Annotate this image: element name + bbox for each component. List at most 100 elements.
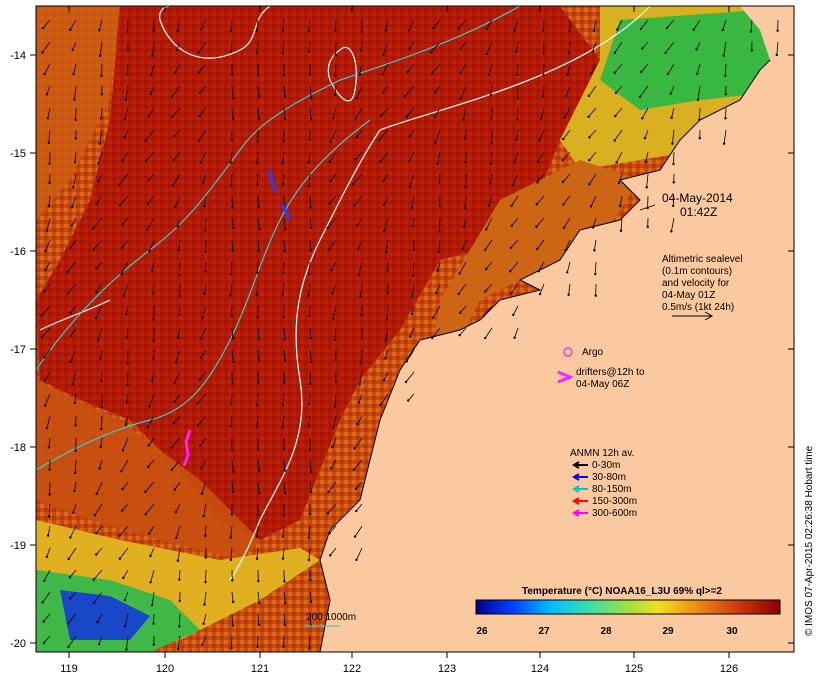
velocity-arrow-head <box>202 181 205 185</box>
velocity-arrow-head <box>670 230 673 233</box>
velocity-arrow <box>282 547 285 559</box>
velocity-arrow-head <box>173 71 177 75</box>
velocity-arrow-head <box>408 159 411 163</box>
velocity-arrow-head <box>381 73 384 76</box>
velocity-arrow-head <box>196 402 199 405</box>
velocity-arrow <box>511 195 519 206</box>
land-top-right-corner <box>740 6 794 60</box>
velocity-arrow-head <box>178 599 181 603</box>
velocity-arrow-head <box>334 53 337 57</box>
velocity-arrow <box>485 217 493 230</box>
velocity-arrow <box>360 41 363 51</box>
velocity-arrow <box>327 503 337 514</box>
velocity-arrow-head <box>176 647 180 651</box>
velocity-arrow <box>459 305 467 314</box>
velocity-arrow-head <box>536 181 539 184</box>
velocity-arrow <box>124 107 129 120</box>
velocity-arrow-head <box>508 270 512 273</box>
velocity-arrow-head <box>485 52 488 56</box>
velocity-arrow-head <box>329 554 332 557</box>
velocity-arrow-head <box>231 382 234 385</box>
velocity-arrow <box>177 635 181 650</box>
velocity-arrow <box>173 415 181 424</box>
velocity-arrow-head <box>434 141 437 145</box>
velocity-arrow-head <box>355 509 358 513</box>
velocity-arrow <box>283 481 286 494</box>
velocity-arrow-head <box>178 578 181 581</box>
velocity-arrow <box>566 261 571 273</box>
velocity-arrow-head <box>307 50 311 53</box>
velocity-arrow <box>308 283 311 296</box>
velocity-arrow-head <box>353 535 357 538</box>
velocity-arrow <box>537 173 545 183</box>
velocity-arrow <box>776 41 779 56</box>
velocity-arrow <box>146 217 155 230</box>
velocity-arrow-head <box>43 379 47 382</box>
velocity-arrow-head <box>564 94 568 98</box>
velocity-arrow <box>509 261 519 272</box>
velocity-arrow <box>432 305 441 318</box>
velocity-arrow-head <box>461 248 464 251</box>
velocity-arrow <box>74 459 77 473</box>
velocity-scale-arrow <box>672 311 714 321</box>
velocity-arrow-head <box>564 249 567 252</box>
velocity-arrow-head <box>510 224 513 227</box>
velocity-arrow <box>69 19 77 31</box>
altimetry-legend-line-5: 0.5m/s (1kt 24h) <box>662 302 734 313</box>
velocity-arrow <box>484 327 493 339</box>
velocity-arrow-head <box>97 642 101 646</box>
velocity-arrow <box>309 481 312 493</box>
velocity-arrow <box>147 459 155 468</box>
velocity-arrow-head <box>326 226 329 229</box>
velocity-arrow-head <box>73 471 77 475</box>
velocity-arrow-head <box>255 183 259 186</box>
map-plot-area <box>36 6 794 652</box>
velocity-arrow-head <box>152 622 155 625</box>
velocity-arrow <box>458 19 467 29</box>
velocity-arrow-head <box>74 449 77 453</box>
velocity-arrow <box>639 85 649 98</box>
velocity-arrow <box>359 371 363 385</box>
velocity-arrow <box>409 41 415 49</box>
velocity-arrow-head <box>540 117 543 120</box>
velocity-arrow <box>257 349 260 361</box>
velocity-arrow <box>618 173 623 183</box>
velocity-arrow-head <box>436 162 439 165</box>
velocity-arrow <box>514 151 519 163</box>
velocity-arrow-head <box>176 225 179 228</box>
velocity-arrow-head <box>587 94 591 98</box>
velocity-arrow <box>256 525 259 537</box>
velocity-arrow <box>200 19 207 30</box>
velocity-arrow <box>199 107 207 117</box>
velocity-arrow <box>174 63 181 74</box>
velocity-arrow-head <box>358 383 361 386</box>
velocity-arrow-head <box>377 139 381 142</box>
velocity-arrow-head <box>360 30 363 33</box>
velocity-arrow-head <box>408 135 411 138</box>
velocity-arrow-head <box>307 424 311 428</box>
velocity-arrow-head <box>100 74 103 77</box>
velocity-arrow <box>283 305 285 318</box>
velocity-arrow <box>309 349 312 363</box>
velocity-arrow <box>122 481 129 490</box>
velocity-arrow <box>124 129 129 138</box>
lat-tick-label: -16 <box>10 246 26 258</box>
velocity-arrow <box>43 635 51 644</box>
velocity-arrow <box>516 41 519 52</box>
velocity-arrow <box>44 393 51 406</box>
velocity-arrow-head <box>171 184 175 187</box>
velocity-arrow <box>69 591 77 599</box>
velocity-arrow-head <box>67 557 70 561</box>
velocity-arrow <box>309 327 312 339</box>
velocity-arrow-head <box>281 426 284 429</box>
velocity-arrow <box>231 613 234 626</box>
velocity-arrow <box>672 195 675 206</box>
velocity-arrow-head <box>177 336 180 339</box>
velocity-arrow-head <box>354 158 357 161</box>
velocity-arrow <box>171 85 181 97</box>
velocity-arrow-head <box>126 48 129 52</box>
velocity-arrow <box>356 85 363 99</box>
velocity-arrow-head <box>144 490 147 493</box>
velocity-arrow-head <box>177 248 180 251</box>
velocity-arrow <box>562 173 571 183</box>
